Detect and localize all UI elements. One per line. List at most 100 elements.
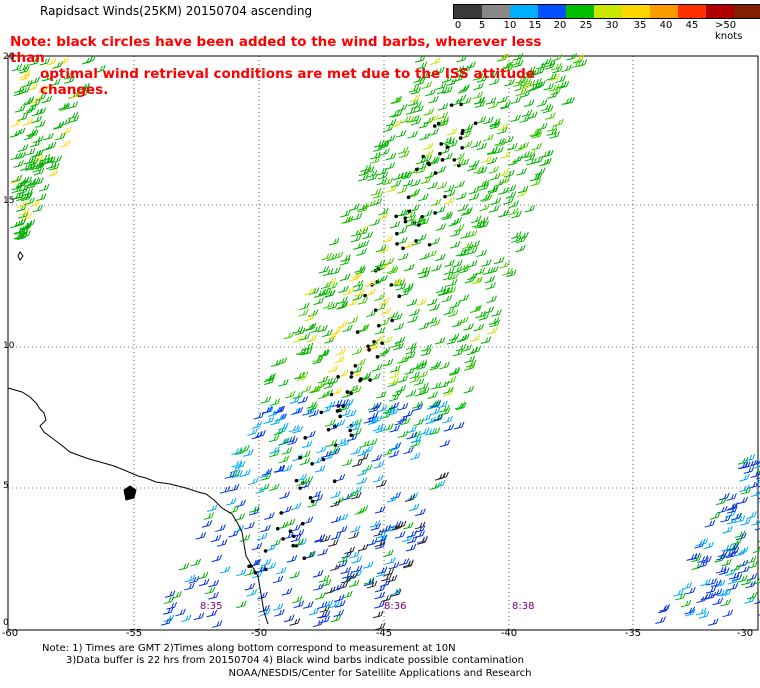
wind-barb	[536, 122, 548, 131]
wind-barb	[365, 200, 376, 208]
wind-barb	[418, 120, 429, 129]
wind-barb	[436, 82, 447, 90]
scale-swatch	[594, 5, 622, 18]
wind-barb	[353, 358, 366, 368]
wind-barb	[19, 70, 31, 79]
wind-barb	[718, 567, 730, 576]
wind-barb	[239, 534, 251, 542]
wind-barb	[452, 152, 465, 162]
wind-barb	[231, 459, 243, 468]
wind-barb	[269, 446, 280, 454]
scale-swatch	[538, 5, 566, 18]
wind-barb	[409, 308, 420, 317]
wind-barb	[519, 82, 531, 90]
wind-barb	[388, 376, 400, 385]
wind-barb	[716, 588, 728, 597]
wind-barb	[17, 113, 28, 121]
wind-barb	[310, 325, 321, 334]
wind-barb	[308, 490, 321, 500]
wind-barb	[288, 524, 301, 533]
wind-barb	[303, 430, 316, 440]
wind-barb	[756, 470, 760, 473]
wind-barb	[551, 53, 563, 62]
wind-barb	[439, 439, 451, 448]
wind-barb	[472, 91, 484, 99]
wind-barb	[257, 532, 268, 541]
wind-barb	[333, 496, 344, 505]
wind-barb	[263, 416, 275, 424]
wind-barb	[726, 493, 737, 501]
wind-barb	[413, 75, 424, 83]
wind-barb	[426, 316, 437, 325]
wind-barb	[58, 57, 69, 65]
wind-barb	[308, 409, 320, 417]
wind-barb	[540, 103, 552, 112]
wind-barb	[397, 402, 409, 411]
wind-barb	[77, 89, 89, 98]
wind-barb	[348, 579, 360, 588]
wind-barb	[734, 530, 746, 538]
wind-barb	[383, 568, 395, 577]
wind-barb	[411, 362, 422, 370]
wind-barb	[734, 515, 746, 523]
wind-barb	[306, 401, 317, 409]
wind-barb	[319, 604, 331, 613]
wind-barb	[386, 184, 397, 193]
wind-barb	[414, 525, 426, 533]
wind-barb	[428, 399, 440, 408]
wind-barb	[469, 240, 481, 249]
wind-barb	[289, 571, 301, 579]
wind-barb	[38, 183, 50, 192]
wind-barb	[313, 297, 324, 306]
wind-barb	[684, 606, 696, 615]
wind-barb	[473, 323, 485, 332]
wind-barb	[701, 555, 712, 564]
wind-barb	[512, 52, 524, 61]
wind-barb	[216, 539, 228, 547]
wind-barb	[558, 81, 570, 89]
island-outline	[123, 485, 137, 501]
wind-barb	[298, 309, 309, 317]
wind-barb	[357, 297, 369, 305]
wind-barb	[464, 355, 476, 364]
wind-barb	[434, 66, 445, 75]
wind-barb	[244, 582, 256, 591]
wind-barb	[294, 371, 305, 380]
wind-barb	[389, 277, 402, 287]
wind-barb	[523, 99, 535, 107]
wind-barb	[460, 64, 472, 73]
wind-barb	[319, 615, 330, 624]
wind-barb	[741, 577, 752, 586]
wind-barb	[376, 534, 387, 543]
wind-barb	[278, 379, 289, 387]
wind-barb	[290, 534, 302, 543]
wind-barb	[362, 231, 373, 240]
wind-barb	[437, 102, 449, 111]
wind-barb	[329, 447, 341, 456]
wind-barb	[340, 566, 352, 575]
wind-barb	[352, 279, 364, 288]
wind-barb	[451, 216, 462, 225]
wind-barb	[421, 154, 432, 163]
wind-barb	[379, 347, 391, 355]
wind-barb	[424, 427, 436, 436]
wind-barb	[695, 538, 706, 547]
wind-barb	[472, 73, 484, 81]
wind-barb	[443, 388, 454, 397]
wind-barb	[363, 578, 375, 587]
wind-barb	[188, 576, 200, 584]
wind-barb	[35, 120, 46, 128]
wind-barb	[359, 371, 372, 381]
wind-barb	[566, 52, 577, 61]
wind-barb	[756, 540, 760, 543]
wind-barb	[391, 119, 402, 128]
wind-barb	[351, 565, 363, 573]
wind-barb	[526, 157, 537, 166]
wind-barb	[300, 385, 312, 393]
wind-barb	[408, 503, 420, 512]
wind-barb	[434, 479, 446, 488]
wind-barb	[442, 86, 453, 94]
wind-barb	[349, 428, 362, 438]
wind-barb	[453, 74, 464, 82]
